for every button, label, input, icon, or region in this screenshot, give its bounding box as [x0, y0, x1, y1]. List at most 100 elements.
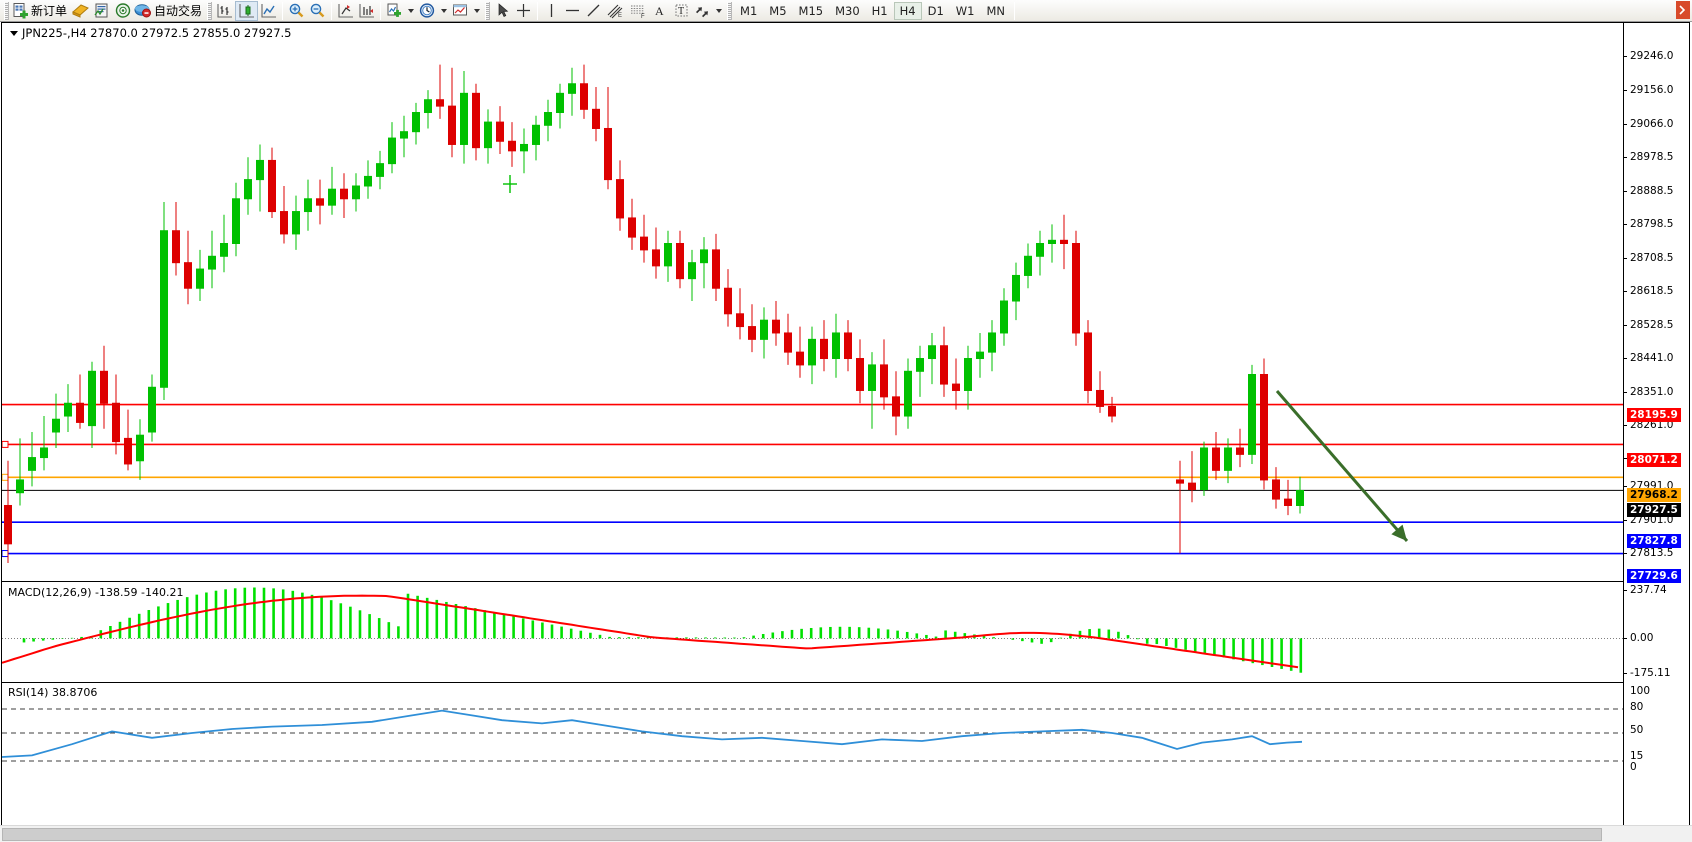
level-handle[interactable]: [2, 473, 9, 481]
candle[interactable]: [1060, 214, 1068, 270]
candle[interactable]: [868, 352, 876, 429]
candle[interactable]: [904, 358, 912, 429]
cross-annotation[interactable]: [503, 175, 517, 193]
arrows-tool-button[interactable]: [692, 1, 725, 21]
candle[interactable]: [1012, 262, 1020, 321]
bar-chart-button[interactable]: [214, 1, 235, 21]
candle[interactable]: [796, 326, 804, 378]
scrollbar-thumb[interactable]: [2, 828, 1602, 841]
candle[interactable]: [736, 288, 744, 340]
candle[interactable]: [1224, 438, 1232, 484]
arrows-dropdown-caret[interactable]: [716, 8, 723, 13]
candle[interactable]: [832, 313, 840, 378]
cursor-tool-button[interactable]: [492, 1, 513, 21]
new-order-button[interactable]: 新订单: [11, 1, 70, 21]
timeframe-h4[interactable]: H4: [893, 1, 922, 20]
candle[interactable]: [856, 339, 864, 404]
candle[interactable]: [1176, 460, 1184, 554]
periodicity-button[interactable]: [417, 1, 450, 21]
candle[interactable]: [640, 214, 648, 263]
candle[interactable]: [556, 83, 564, 129]
zoom-in-button[interactable]: [286, 1, 307, 21]
candle[interactable]: [1272, 467, 1280, 509]
candle[interactable]: [820, 320, 828, 372]
text-tool-button[interactable]: A: [650, 1, 671, 21]
toolbar-grip-4[interactable]: [727, 1, 733, 20]
candle[interactable]: [28, 432, 36, 487]
candle[interactable]: [532, 115, 540, 161]
toolbar-grip[interactable]: [4, 1, 9, 20]
vertical-line-tool-button[interactable]: [541, 1, 562, 21]
candle[interactable]: [892, 371, 900, 436]
candle[interactable]: [1024, 243, 1032, 289]
timeframe-w1[interactable]: W1: [955, 3, 975, 18]
candle[interactable]: [1048, 224, 1056, 263]
auto-trading-button[interactable]: 自动交易: [133, 1, 205, 21]
candle[interactable]: [784, 313, 792, 365]
templates-button[interactable]: [450, 1, 483, 21]
candle[interactable]: [652, 227, 660, 279]
candle[interactable]: [1212, 432, 1220, 480]
candle[interactable]: [124, 409, 132, 471]
candle[interactable]: [1236, 428, 1244, 468]
level-handle[interactable]: [2, 440, 9, 448]
timeframe-mn[interactable]: MN: [986, 3, 1005, 18]
candle[interactable]: [484, 109, 492, 164]
candle[interactable]: [976, 332, 984, 378]
candle[interactable]: [772, 301, 780, 346]
crosshair-tool-button[interactable]: [513, 1, 534, 21]
zoom-out-button[interactable]: [307, 1, 328, 21]
candle[interactable]: [1188, 451, 1196, 503]
chart-properties-caret-icon[interactable]: [10, 31, 18, 36]
candle[interactable]: [964, 345, 972, 410]
periodicity-dropdown-caret[interactable]: [441, 8, 448, 13]
chart-window[interactable]: JPN225-,H4 27870.0 27972.5 27855.0 27927…: [0, 22, 1692, 842]
candle[interactable]: [1036, 230, 1044, 276]
chart-shift-button[interactable]: [335, 1, 356, 21]
candle[interactable]: [580, 64, 588, 119]
candle[interactable]: [1260, 358, 1268, 490]
timeframe-d1[interactable]: D1: [927, 3, 944, 18]
text-label-tool-button[interactable]: T: [671, 1, 692, 21]
rsi-pane-canvas[interactable]: [2, 683, 1624, 827]
candle[interactable]: [196, 249, 204, 302]
candle[interactable]: [244, 157, 252, 215]
candle[interactable]: [160, 201, 168, 401]
candle[interactable]: [520, 128, 528, 174]
candle[interactable]: [424, 90, 432, 129]
candle[interactable]: [208, 230, 216, 289]
auto-scroll-button[interactable]: [356, 1, 377, 21]
candle[interactable]: [508, 122, 516, 167]
candle[interactable]: [184, 230, 192, 305]
candle[interactable]: [100, 345, 108, 429]
candle[interactable]: [592, 86, 600, 142]
candle[interactable]: [304, 179, 312, 231]
candle[interactable]: [760, 307, 768, 359]
candle[interactable]: [604, 86, 612, 190]
macd-pane-canvas[interactable]: [2, 582, 1624, 682]
downtrend-arrow-annotation[interactable]: [1275, 390, 1409, 542]
candle[interactable]: [748, 304, 756, 353]
current-price-label[interactable]: 27927.5: [1627, 503, 1681, 517]
candle[interactable]: [460, 70, 468, 164]
toolbar-grip-2[interactable]: [207, 1, 213, 20]
candle[interactable]: [76, 374, 84, 429]
candle[interactable]: [316, 179, 324, 225]
toolbar-grip-3[interactable]: [485, 1, 491, 20]
candle[interactable]: [844, 320, 852, 372]
indicators-dropdown-caret[interactable]: [408, 8, 415, 13]
candle[interactable]: [148, 374, 156, 442]
support-line-label[interactable]: 27729.6: [1627, 569, 1681, 583]
candle[interactable]: [16, 438, 24, 506]
candle[interactable]: [1072, 230, 1080, 346]
timeframe-m5[interactable]: M5: [769, 3, 787, 18]
horizontal-line-tool-button[interactable]: [562, 1, 583, 21]
candle[interactable]: [1096, 371, 1104, 413]
horizontal-scrollbar[interactable]: [0, 825, 1692, 842]
candle[interactable]: [1108, 396, 1116, 423]
price-pane-canvas[interactable]: [2, 41, 1624, 581]
candle[interactable]: [1200, 441, 1208, 496]
trendline-tool-button[interactable]: [583, 1, 604, 21]
candle[interactable]: [136, 419, 144, 480]
candle[interactable]: [376, 150, 384, 190]
